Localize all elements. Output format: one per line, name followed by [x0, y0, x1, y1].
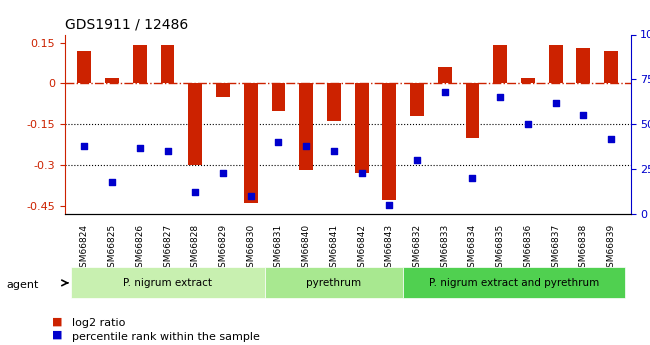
Bar — [382, 83, 396, 200]
Bar — [299, 83, 313, 170]
Point — [107, 179, 117, 184]
Bar — [105, 78, 119, 83]
Bar — [549, 46, 563, 83]
Point — [246, 193, 256, 199]
Text: pyrethrum: pyrethrum — [306, 278, 361, 288]
FancyBboxPatch shape — [403, 267, 625, 298]
Point — [412, 157, 423, 163]
Bar — [272, 83, 285, 111]
Bar — [133, 46, 147, 83]
Point — [606, 136, 616, 141]
Point — [301, 143, 311, 148]
Point — [356, 170, 367, 175]
Bar — [438, 67, 452, 83]
Point — [190, 190, 200, 195]
Point — [467, 175, 478, 181]
Bar — [188, 83, 202, 165]
Point — [273, 139, 283, 145]
Point — [523, 121, 533, 127]
Text: percentile rank within the sample: percentile rank within the sample — [72, 332, 259, 342]
Bar — [77, 51, 92, 83]
Text: log2 ratio: log2 ratio — [72, 318, 125, 328]
Bar — [604, 51, 618, 83]
Point — [495, 95, 506, 100]
Bar — [216, 83, 230, 97]
Bar — [577, 48, 590, 83]
Point — [551, 100, 561, 106]
Point — [218, 170, 228, 175]
FancyBboxPatch shape — [71, 267, 265, 298]
Point — [329, 148, 339, 154]
Point — [162, 148, 173, 154]
Bar — [465, 83, 480, 138]
Text: GDS1911 / 12486: GDS1911 / 12486 — [65, 18, 188, 32]
Bar — [244, 83, 257, 203]
Point — [384, 202, 395, 208]
FancyBboxPatch shape — [265, 267, 403, 298]
Text: P. nigrum extract: P. nigrum extract — [123, 278, 212, 288]
Bar — [161, 46, 174, 83]
Text: P. nigrum extract and pyrethrum: P. nigrum extract and pyrethrum — [429, 278, 599, 288]
Point — [439, 89, 450, 95]
Bar — [355, 83, 369, 173]
Point — [578, 112, 589, 118]
Point — [79, 143, 90, 148]
Text: ■: ■ — [52, 316, 62, 326]
Text: ■: ■ — [52, 330, 62, 340]
Bar — [327, 83, 341, 121]
Bar — [493, 46, 507, 83]
Point — [135, 145, 145, 150]
Bar — [410, 83, 424, 116]
Bar — [521, 78, 535, 83]
Text: agent: agent — [6, 280, 39, 289]
